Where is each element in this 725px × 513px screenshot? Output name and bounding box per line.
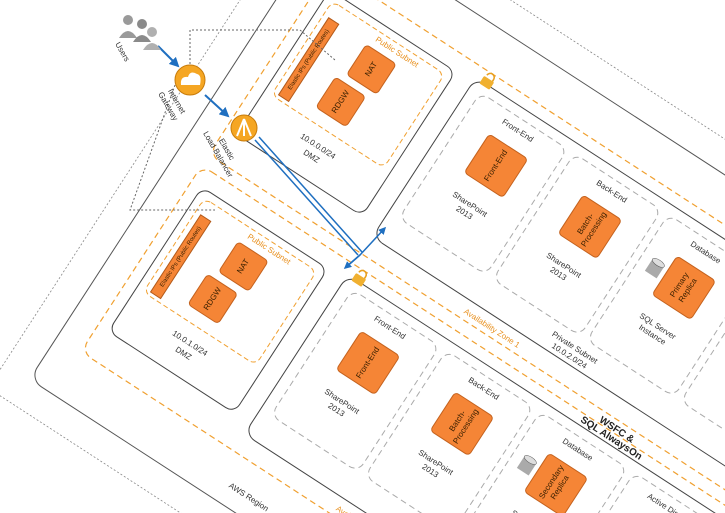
arrow [343,254,361,269]
tier-box [496,156,659,333]
arrow [204,94,230,118]
eip-tag [277,17,340,103]
tier-box [368,353,531,513]
service-node [337,332,399,394]
public-subnet-inner [273,3,443,166]
service-node [465,135,527,197]
zone-box [212,0,725,508]
zone-box [84,169,725,513]
elb-icon [230,114,258,142]
tier-box [274,292,437,469]
lock-icon [358,269,368,280]
service-node [219,242,268,291]
link [258,136,363,253]
service-node [525,454,587,513]
service-node [559,196,621,258]
lock-icon [351,273,366,287]
link [254,139,359,256]
dotted-route [189,29,336,80]
service-node [431,393,493,455]
lock-icon [486,72,495,83]
tier-box [589,217,725,394]
tier-box [555,475,719,513]
arrow [157,45,180,68]
gateway-icon [174,64,206,96]
dotted-route [129,84,215,211]
store-icon [652,258,665,268]
connections [129,29,387,269]
tier-box [461,414,625,513]
public-subnet-inner [145,200,315,363]
availability-zone: Availability Zone 2Public SubnetElastic … [84,169,725,513]
service-node [653,257,715,319]
lock-icon [479,76,494,90]
service-node [188,275,237,323]
users-icon [119,15,161,50]
service-node [347,45,396,94]
eip-tag [149,214,212,300]
tier-box [402,95,565,272]
store-icon [524,455,537,465]
region-box [34,0,725,513]
service-node [316,78,365,126]
